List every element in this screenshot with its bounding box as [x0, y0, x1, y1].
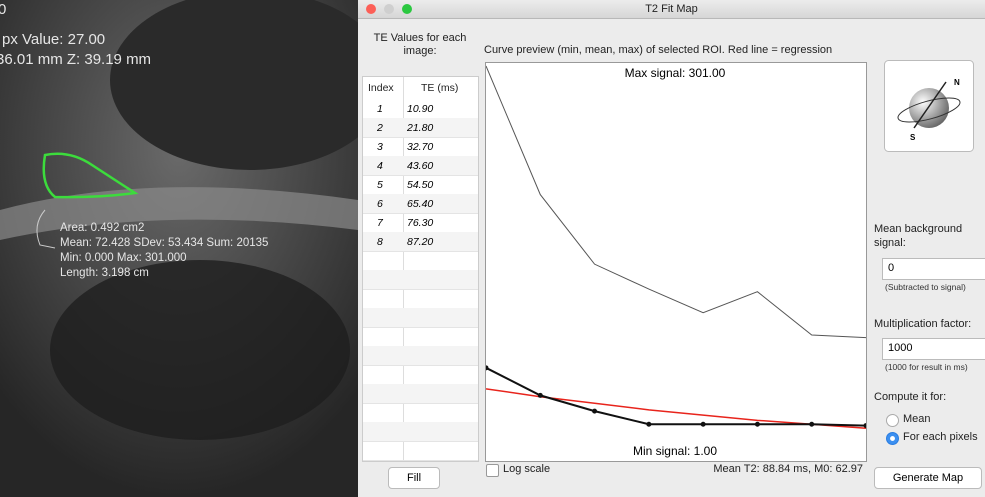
compute-label: Compute it for: — [874, 391, 946, 403]
row-te: 76.30 — [407, 217, 433, 229]
overlay-text: 0 — [0, 1, 6, 18]
regression-line — [486, 389, 866, 428]
table-row — [363, 289, 478, 309]
row-te: 21.80 — [407, 122, 433, 134]
compass-south: S — [910, 133, 916, 142]
table-row — [363, 365, 478, 385]
curve-preview — [485, 62, 867, 462]
roi-stat: Min: 0.000 Max: 301.000 — [60, 252, 187, 264]
table-row — [363, 384, 478, 404]
row-te: 54.50 — [407, 179, 433, 191]
mean-point — [701, 422, 706, 427]
compass-north: N — [954, 78, 960, 87]
row-te: 87.20 — [407, 236, 433, 248]
mean-point — [809, 422, 814, 427]
option-label: For each pixels — [903, 431, 978, 443]
chart-caption: Curve preview (min, mean, max) of select… — [484, 44, 832, 56]
table-row — [363, 346, 478, 366]
mean-point — [755, 422, 760, 427]
row-index: 8 — [377, 236, 383, 248]
row-te: 10.90 — [407, 103, 433, 115]
screen: 0 px Value: 27.00 36.01 mm Z: 39.19 mm A… — [0, 0, 985, 497]
mean-point — [646, 422, 651, 427]
factor-hint: (1000 for result in ms) — [885, 362, 968, 372]
table-row — [363, 422, 478, 442]
result-text: Mean T2: 88.84 ms, M0: 62.97 — [713, 463, 863, 475]
background-input[interactable]: 0 — [882, 258, 985, 280]
row-te: 65.40 — [407, 198, 433, 210]
overlay-text: px Value: 27.00 — [2, 31, 105, 48]
log-scale-label: Log scale — [503, 463, 550, 475]
mean-point — [538, 393, 543, 398]
row-te: 32.70 — [407, 141, 433, 153]
table-row — [363, 441, 478, 461]
table-row — [363, 270, 478, 290]
row-index: 5 — [377, 179, 383, 191]
mean-point — [592, 409, 597, 414]
factor-input[interactable]: 1000 — [882, 338, 985, 360]
table-heading: TE Values for each image: — [364, 32, 476, 58]
row-index: 7 — [377, 217, 383, 229]
generate-button[interactable]: Generate Map — [874, 467, 982, 489]
row-index: 3 — [377, 141, 383, 153]
option-label: Mean — [903, 413, 931, 425]
column-header: Index — [368, 82, 394, 94]
background-hint: (Subtracted to signal) — [885, 282, 966, 292]
background-label: Mean background signal: — [874, 222, 985, 250]
mean-line — [486, 368, 866, 426]
row-te: 43.60 — [407, 160, 433, 172]
table-row — [363, 327, 478, 347]
factor-label: Multiplication factor: — [874, 318, 971, 330]
table-row — [363, 403, 478, 423]
radio-mean[interactable] — [886, 414, 899, 427]
column-header: TE (ms) — [421, 82, 458, 94]
roi-stat: Length: 3.198 cm — [60, 267, 149, 279]
log-scale-checkbox[interactable] — [486, 464, 499, 477]
row-index: 6 — [377, 198, 383, 210]
row-index: 1 — [377, 103, 383, 115]
fill-button[interactable]: Fill — [388, 467, 440, 489]
max-line — [486, 66, 866, 338]
window-title: T2 Fit Map — [358, 3, 985, 15]
max-label: Max signal: 301.00 — [485, 66, 865, 80]
roi-stat: Area: 0.492 cm2 — [60, 222, 144, 234]
min-label: Min signal: 1.00 — [485, 444, 865, 458]
row-index: 2 — [377, 122, 383, 134]
compass-icon: N S — [884, 60, 974, 152]
table-row — [363, 251, 478, 271]
table-row — [363, 308, 478, 328]
roi-stat: Mean: 72.428 SDev: 53.434 Sum: 20135 — [60, 237, 268, 249]
row-index: 4 — [377, 160, 383, 172]
overlay-text: 36.01 mm Z: 39.19 mm — [0, 51, 151, 68]
radio-pixels[interactable] — [886, 432, 899, 445]
